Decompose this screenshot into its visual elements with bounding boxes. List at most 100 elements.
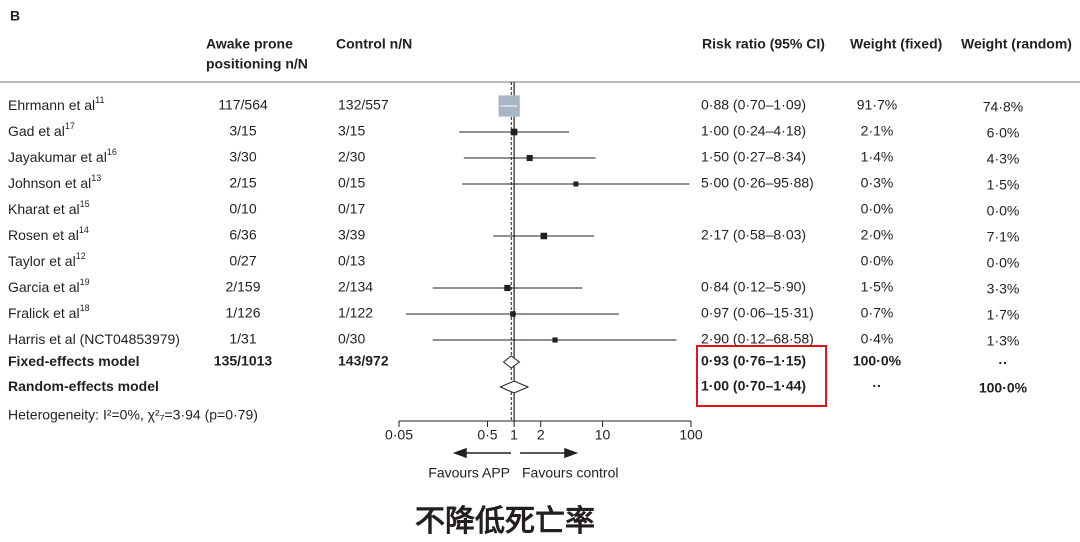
app-count: 0/27 <box>229 253 256 269</box>
control-count: 2/134 <box>338 279 373 295</box>
control-count: 3/39 <box>338 227 365 243</box>
rr-label: 0·88 (0·70–1·09) <box>701 97 806 113</box>
weight-fixed: 2·1% <box>861 123 894 139</box>
control-count: 3/15 <box>338 123 365 139</box>
reference: 12 <box>76 251 86 261</box>
weight-fixed: 91·7% <box>857 97 897 113</box>
control-count: 0/30 <box>338 331 365 347</box>
point-box <box>510 311 516 317</box>
header-app-2: positioning n/N <box>206 56 308 72</box>
reference: 17 <box>65 121 75 131</box>
study-name: Gad et al17 <box>8 121 75 138</box>
control-count: 0/15 <box>338 175 365 191</box>
name: Kharat et al <box>8 201 80 217</box>
rr-label: 0·97 (0·06–15·31) <box>701 305 814 321</box>
weight-fixed: 1·5% <box>861 279 894 295</box>
weight-random: 100·0% <box>979 380 1028 396</box>
study-name: Harris et al (NCT04853979) <box>8 331 180 347</box>
weight-random: ·· <box>998 355 1007 371</box>
header-app-1: Awake prone <box>206 36 293 52</box>
point-box <box>510 128 518 136</box>
reference: 19 <box>80 277 90 287</box>
header-rr: Risk ratio (95% CI) <box>702 36 825 52</box>
reference: 13 <box>91 173 101 183</box>
control-count: 2/30 <box>338 149 365 165</box>
x-tick-label: 0·05 <box>385 427 413 443</box>
weight-fixed: 100·0% <box>853 353 902 369</box>
weight-random: 0·0% <box>987 255 1020 271</box>
weight-random: 74·8% <box>983 99 1023 115</box>
weight-random: 1·7% <box>987 307 1020 323</box>
x-tick-label: 1 <box>510 427 518 443</box>
point-box <box>552 337 558 343</box>
weight-random: 0·0% <box>987 203 1020 219</box>
app-count: 135/1013 <box>214 353 273 369</box>
name: Fralick et al <box>8 305 80 321</box>
study-name: Kharat et al15 <box>8 199 90 216</box>
app-count: 2/15 <box>229 175 256 191</box>
rr-label: 5·00 (0·26–95·88) <box>701 175 814 191</box>
point-box <box>573 181 579 187</box>
study-name: Fralick et al18 <box>8 303 90 320</box>
weight-fixed: 0·0% <box>861 253 894 269</box>
study-name: Ehrmann et al11 <box>8 95 105 112</box>
panel-label: B <box>10 8 20 24</box>
name: Fixed-effects model <box>8 353 139 369</box>
highlight-box <box>696 345 827 407</box>
weight-fixed: ·· <box>872 378 881 394</box>
study-name: Johnson et al13 <box>8 173 101 190</box>
weight-fixed: 1·4% <box>861 149 894 165</box>
weight-fixed: 0·7% <box>861 305 894 321</box>
arrow-left-head <box>452 447 467 459</box>
point-box <box>504 284 511 292</box>
app-count: 3/15 <box>229 123 256 139</box>
name: Garcia et al <box>8 279 80 295</box>
arrows <box>452 447 579 459</box>
study-name: Jayakumar et al16 <box>8 147 117 164</box>
point-box <box>526 154 533 162</box>
header-weight-random: Weight (random) <box>961 36 1072 52</box>
app-count: 2/159 <box>225 279 260 295</box>
pooled-diamond <box>499 380 530 394</box>
study-name: Taylor et al12 <box>8 251 86 268</box>
point-box <box>540 232 548 240</box>
x-tick-label: 100 <box>679 427 703 443</box>
weight-fixed: 2·0% <box>861 227 894 243</box>
name: Rosen et al <box>8 227 79 243</box>
reference: 16 <box>107 147 117 157</box>
header-control: Control n/N <box>336 36 412 52</box>
rr-label: 0·93 (0·76–1·15) <box>701 353 806 369</box>
rr-label: 1·00 (0·24–4·18) <box>701 123 806 139</box>
app-count: 117/564 <box>218 97 268 113</box>
study-name: Garcia et al19 <box>8 277 90 294</box>
rr-label: 1·50 (0·27–8·34) <box>701 149 806 165</box>
rr-label: 2·90 (0·12–68·58) <box>701 331 814 347</box>
weight-fixed: 0·3% <box>861 175 894 191</box>
name: Jayakumar et al <box>8 149 107 165</box>
favours-left: Favours APP <box>428 465 510 481</box>
name: Taylor et al <box>8 253 76 269</box>
app-count: 6/36 <box>229 227 256 243</box>
weight-random: 1·5% <box>987 177 1020 193</box>
reference: 11 <box>95 95 104 105</box>
name: Harris et al (NCT04853979) <box>8 331 180 347</box>
arrow-right-head <box>564 447 579 459</box>
name: Gad et al <box>8 123 65 139</box>
reference: 18 <box>80 303 90 313</box>
app-count: 0/10 <box>229 201 256 217</box>
rr-label: 2·17 (0·58–8·03) <box>701 227 806 243</box>
app-count: 1/126 <box>225 305 260 321</box>
name: Johnson et al <box>8 175 91 191</box>
rr-label: 1·00 (0·70–1·44) <box>701 378 806 394</box>
header-weight-fixed: Weight (fixed) <box>850 36 942 52</box>
name: Random-effects model <box>8 378 159 394</box>
app-count: 3/30 <box>229 149 256 165</box>
reference: 14 <box>79 225 89 235</box>
study-name: Fixed-effects model <box>8 353 139 369</box>
x-tick-label: 0·5 <box>477 427 497 443</box>
weight-fixed: 0·4% <box>861 331 894 347</box>
weight-fixed: 0·0% <box>861 201 894 217</box>
rr-label: 0·84 (0·12–5·90) <box>701 279 806 295</box>
name: Ehrmann et al <box>8 97 95 113</box>
